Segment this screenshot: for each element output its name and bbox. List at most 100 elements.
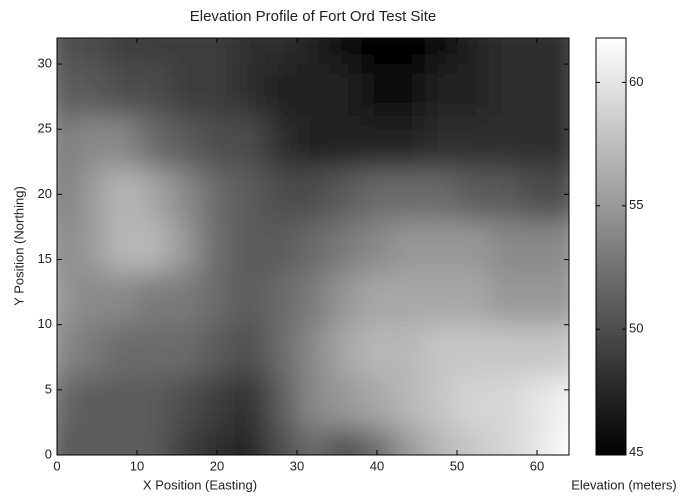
cell: [265, 116, 298, 169]
cell: [489, 168, 522, 221]
cell: [297, 272, 330, 326]
cell: [457, 168, 490, 221]
cell: [329, 220, 362, 274]
cell: [297, 428, 330, 455]
cell: [521, 376, 554, 430]
cell: [425, 272, 458, 326]
cell: [457, 376, 490, 430]
cell: [329, 324, 362, 378]
cell: [137, 64, 170, 117]
cell: [105, 168, 138, 221]
cell: [169, 376, 202, 430]
cell: [137, 168, 170, 221]
y-tick-label: 15: [38, 251, 52, 266]
cell: [57, 324, 74, 378]
cell: [201, 272, 234, 326]
cell: [393, 272, 426, 326]
cell: [521, 220, 554, 274]
cell: [57, 428, 74, 455]
cell: [553, 272, 569, 326]
cell: [553, 64, 569, 117]
cell: [297, 168, 330, 221]
cell: [393, 376, 426, 430]
cell: [361, 168, 394, 221]
cell: [105, 116, 138, 169]
x-tick-label: 60: [530, 458, 544, 473]
cell: [169, 324, 202, 378]
cell: [553, 38, 569, 65]
cell: [265, 38, 298, 65]
cell: [361, 220, 394, 274]
cell: [457, 64, 490, 117]
cell: [297, 116, 330, 169]
cell: [393, 220, 426, 274]
cell: [105, 272, 138, 326]
cell: [137, 324, 170, 378]
y-tick-label: 30: [38, 56, 52, 71]
cell: [489, 38, 522, 65]
cell: [521, 272, 554, 326]
cell: [425, 324, 458, 378]
cell: [297, 324, 330, 378]
chart-title: Elevation Profile of Fort Ord Test Site: [190, 8, 437, 25]
cell: [105, 428, 138, 455]
cell: [393, 116, 426, 169]
cell: [73, 220, 106, 274]
cell: [329, 272, 362, 326]
cell: [361, 64, 394, 117]
cell: [73, 376, 106, 430]
cell: [297, 376, 330, 430]
cell: [169, 64, 202, 117]
colorbar-tick-label: 55: [629, 197, 643, 212]
cell: [265, 64, 298, 117]
cell: [553, 324, 569, 378]
cell: [233, 324, 266, 378]
cell: [201, 168, 234, 221]
cell: [265, 220, 298, 274]
cell: [489, 64, 522, 117]
cell: [137, 376, 170, 430]
cell: [73, 64, 106, 117]
cell: [457, 272, 490, 326]
cell: [233, 168, 266, 221]
cell: [201, 220, 234, 274]
cell: [265, 168, 298, 221]
cell: [137, 38, 170, 65]
cell: [297, 220, 330, 274]
cell: [105, 38, 138, 65]
cell: [137, 272, 170, 326]
cell: [361, 272, 394, 326]
y-tick-label: 0: [45, 446, 52, 461]
cell: [393, 38, 426, 65]
cell: [361, 376, 394, 430]
cell: [361, 116, 394, 169]
cell: [489, 116, 522, 169]
cell: [73, 116, 106, 169]
cell: [169, 38, 202, 65]
cell: [233, 116, 266, 169]
cell: [233, 428, 266, 455]
y-tick-label: 10: [38, 316, 52, 331]
x-tick-label: 50: [450, 458, 464, 473]
cell: [137, 428, 170, 455]
cell: [169, 116, 202, 169]
cell: [393, 428, 426, 455]
cell: [521, 116, 554, 169]
heatmap: [57, 38, 569, 455]
cell: [521, 64, 554, 117]
cell: [57, 272, 74, 326]
cell: [137, 220, 170, 274]
cell: [265, 376, 298, 430]
x-tick-label: 30: [290, 458, 304, 473]
cell: [553, 168, 569, 221]
x-tick-label: 40: [370, 458, 384, 473]
cell: [425, 168, 458, 221]
colorbar: [595, 37, 627, 456]
cell: [105, 220, 138, 274]
cell: [57, 64, 74, 117]
cell: [425, 428, 458, 455]
cell: [137, 116, 170, 169]
cell: [329, 428, 362, 455]
cell: [425, 116, 458, 169]
cell-group: [57, 38, 569, 455]
